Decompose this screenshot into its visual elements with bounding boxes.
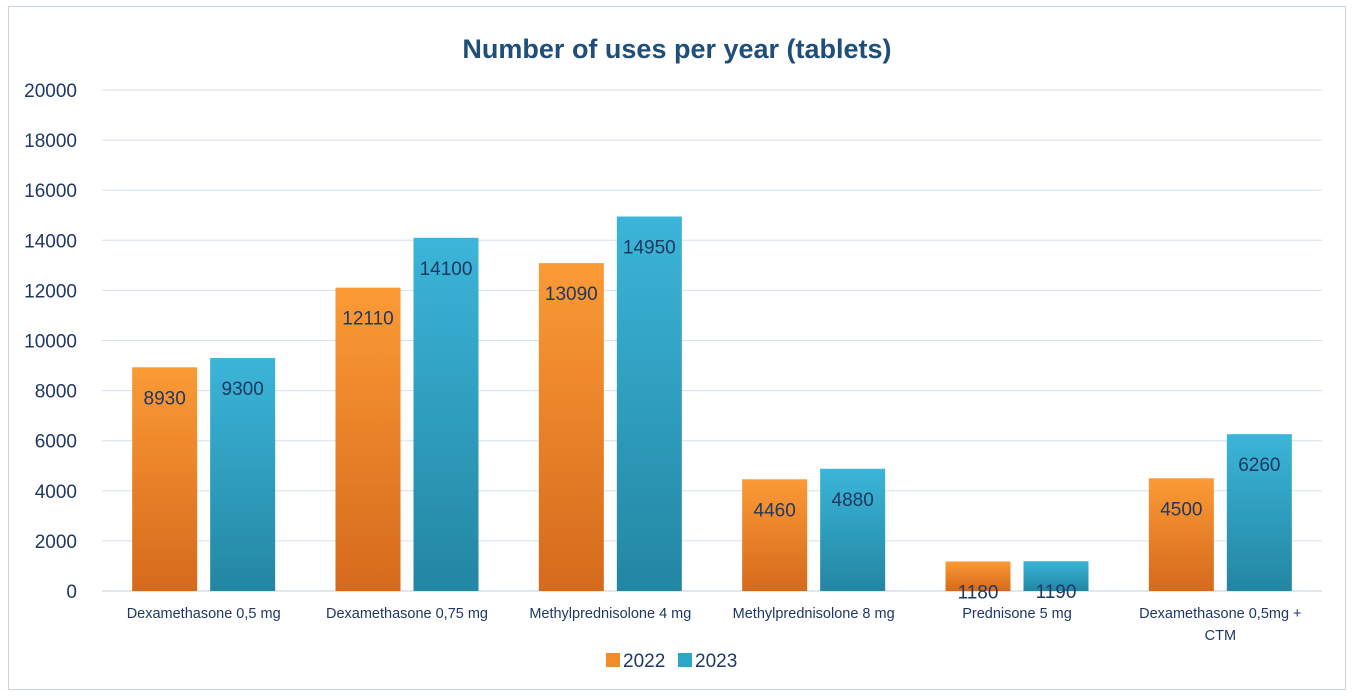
y-tick-label: 10000 — [24, 332, 77, 353]
y-axis: 0 2000 4000 6000 8000 10000 12000 14000 16000 180… — [24, 81, 77, 603]
y-tick-label: 2000 — [35, 532, 77, 553]
y-tick-label: 6000 — [35, 432, 77, 453]
data-label: 1190 — [1036, 582, 1077, 603]
bar-2022 — [742, 479, 808, 591]
data-label: 13090 — [545, 284, 598, 305]
data-label: 4880 — [832, 490, 874, 511]
bar-2022 — [945, 561, 1011, 591]
y-tick-label: 18000 — [24, 131, 77, 152]
y-tick-label: 12000 — [24, 281, 77, 302]
data-label: 1180 — [958, 582, 999, 603]
data-label: 4500 — [1160, 499, 1202, 520]
category-label: Dexamethasone 0,5mg + — [1139, 606, 1301, 622]
category-label: Methylprednisolone 8 mg — [733, 606, 895, 622]
bars: 8930 9300 12110 14100 13090 14950 4460 4880 1180… — [132, 216, 1292, 603]
gridlines — [102, 89, 1322, 592]
data-label: 9300 — [222, 379, 264, 400]
data-label: 6260 — [1238, 455, 1280, 476]
bar-2023 — [1226, 434, 1292, 591]
y-tick-label: 16000 — [24, 181, 77, 202]
category-label: Dexamethasone 0,75 mg — [326, 606, 488, 622]
category-label: Dexamethasone 0,5 mg — [127, 606, 281, 622]
category-label: Prednisone 5 mg — [962, 606, 1072, 622]
category-label: CTM — [1205, 628, 1236, 644]
data-label: 12110 — [342, 309, 393, 330]
data-label: 14950 — [623, 238, 676, 259]
category-label: Methylprednisolone 4 mg — [529, 606, 691, 622]
data-label: 14100 — [420, 259, 473, 280]
bar-2023 — [616, 216, 682, 591]
data-label: 4460 — [754, 500, 796, 521]
bar-2022 — [538, 263, 604, 591]
bar-2022 — [335, 287, 401, 591]
bar-2023 — [210, 358, 276, 591]
y-tick-label: 4000 — [35, 482, 77, 503]
chart-title: Number of uses per year (tablets) — [462, 34, 891, 64]
y-tick-label: 20000 — [24, 81, 77, 102]
legend-swatch-2023 — [678, 653, 692, 667]
y-tick-label: 14000 — [24, 231, 77, 252]
y-tick-label: 0 — [66, 582, 77, 603]
y-tick-label: 8000 — [35, 382, 77, 403]
data-label: 8930 — [144, 388, 186, 409]
bar-2023 — [1023, 561, 1089, 591]
legend-swatch-2022 — [606, 653, 620, 667]
bar-2022 — [132, 367, 198, 591]
legend: 2022 2023 — [606, 651, 737, 672]
x-axis: Dexamethasone 0,5 mg Dexamethasone 0,75 m… — [127, 606, 1302, 644]
bar-2023 — [820, 468, 886, 591]
legend-label: 2022 — [623, 651, 665, 672]
legend-label: 2023 — [695, 651, 737, 672]
bar-2023 — [413, 237, 479, 592]
bar-2022 — [1148, 478, 1214, 591]
